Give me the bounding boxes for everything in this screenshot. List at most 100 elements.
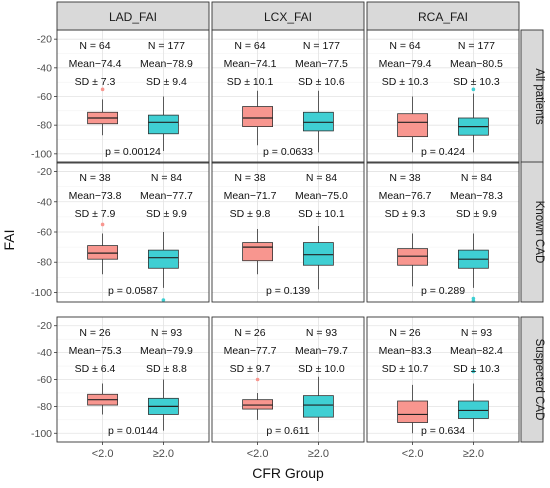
box-iqr bbox=[242, 106, 274, 127]
y-tick-label: -40 bbox=[37, 347, 52, 359]
annotation-mean: Mean−80.5 bbox=[450, 58, 503, 70]
annotation-mean: Mean−71.7 bbox=[224, 190, 277, 202]
annotation-sd: SD ± 9.4 bbox=[146, 76, 187, 88]
column-strip-label: LAD_FAI bbox=[109, 10, 157, 24]
x-tick-label: ≥2.0 bbox=[463, 448, 484, 460]
outlier-point bbox=[471, 296, 476, 301]
annotation-sd: SD ± 8.8 bbox=[146, 363, 187, 375]
p-value-label: p = 0.0144 bbox=[108, 425, 158, 437]
annotation-sd: SD ± 7.9 bbox=[75, 208, 116, 220]
p-value-label: p = 0.0587 bbox=[108, 285, 158, 297]
annotation-sd: SD ± 10.3 bbox=[453, 363, 500, 375]
annotation-sd: SD ± 10.1 bbox=[227, 76, 274, 88]
y-axis-title: FAI bbox=[1, 229, 17, 250]
annotation-mean: Mean−79.7 bbox=[295, 345, 348, 357]
p-value-label: p = 0.289 bbox=[421, 285, 465, 297]
annotation-mean: Mean−74.1 bbox=[224, 58, 277, 70]
annotation-mean: Mean−75.3 bbox=[69, 345, 122, 357]
y-tick-label: -100 bbox=[31, 148, 52, 160]
annotation-n: N = 38 bbox=[234, 172, 265, 184]
outlier-point bbox=[255, 377, 260, 382]
annotation-sd: SD ± 10.1 bbox=[298, 208, 345, 220]
annotation-n: N = 177 bbox=[458, 40, 495, 52]
p-value-label: p = 0.424 bbox=[421, 146, 465, 158]
annotation-mean: Mean−74.4 bbox=[69, 58, 122, 70]
annotation-mean: Mean−82.4 bbox=[450, 345, 503, 357]
annotation-sd: SD ± 7.3 bbox=[75, 76, 116, 88]
annotation-n: N = 177 bbox=[148, 40, 185, 52]
outlier-point bbox=[100, 87, 105, 92]
box-iqr bbox=[302, 111, 334, 132]
column-strip bbox=[366, 1, 520, 31]
annotation-n: N = 64 bbox=[234, 40, 265, 52]
annotation-sd: SD ± 10.3 bbox=[453, 76, 500, 88]
annotation-n: N = 93 bbox=[461, 327, 492, 339]
box-iqr bbox=[87, 245, 118, 260]
annotation-sd: SD ± 9.8 bbox=[230, 208, 271, 220]
annotation-n: N = 64 bbox=[79, 40, 110, 52]
annotation-sd: SD ± 9.7 bbox=[230, 363, 271, 375]
annotation-n: N = 26 bbox=[389, 327, 420, 339]
annotation-mean: Mean−75.0 bbox=[295, 190, 348, 202]
y-tick-label: -80 bbox=[37, 257, 52, 269]
outlier-point bbox=[471, 87, 476, 92]
p-value-label: p = 0.00124 bbox=[105, 146, 161, 158]
outlier-point bbox=[161, 298, 166, 302]
y-tick-label: -100 bbox=[31, 428, 52, 440]
annotation-mean: Mean−78.9 bbox=[140, 58, 193, 70]
box-iqr bbox=[302, 395, 334, 418]
annotation-n: N = 64 bbox=[389, 40, 420, 52]
annotation-n: N = 177 bbox=[303, 40, 340, 52]
x-tick-label: <2.0 bbox=[247, 448, 269, 460]
x-tick-label: <2.0 bbox=[402, 448, 424, 460]
y-tick-label: -40 bbox=[37, 196, 52, 208]
annotation-mean: Mean−76.7 bbox=[379, 190, 432, 202]
y-tick-label: -40 bbox=[37, 62, 52, 74]
annotation-sd: SD ± 10.7 bbox=[382, 363, 429, 375]
y-tick-label: -20 bbox=[37, 320, 52, 332]
annotation-n: N = 84 bbox=[306, 172, 337, 184]
outlier-point bbox=[100, 222, 105, 227]
annotation-n: N = 84 bbox=[151, 172, 182, 184]
panel-frame bbox=[366, 161, 520, 303]
y-tick-label: -60 bbox=[37, 91, 52, 103]
p-value-label: p = 0.634 bbox=[421, 425, 465, 437]
annotation-mean: Mean−73.8 bbox=[69, 190, 122, 202]
y-tick-label: -60 bbox=[37, 374, 52, 386]
x-tick-label: ≥2.0 bbox=[153, 448, 174, 460]
panel-frame bbox=[211, 316, 365, 443]
box-iqr bbox=[397, 400, 429, 423]
annotation-n: N = 93 bbox=[151, 327, 182, 339]
outlier-point bbox=[471, 369, 476, 374]
box-iqr bbox=[242, 399, 274, 410]
annotation-sd: SD ± 10.3 bbox=[382, 76, 429, 88]
box-iqr bbox=[397, 248, 429, 266]
y-tick-label: -80 bbox=[37, 401, 52, 413]
annotation-mean: Mean−78.3 bbox=[450, 190, 503, 202]
x-axis-title: CFR Group bbox=[252, 465, 324, 481]
p-value-label: p = 0.611 bbox=[266, 425, 309, 437]
annotation-n: N = 38 bbox=[389, 172, 420, 184]
row-strip-label: All patients bbox=[533, 68, 545, 125]
box-iqr bbox=[302, 242, 334, 266]
annotation-sd: SD ± 10.6 bbox=[298, 76, 345, 88]
annotation-mean: Mean−79.9 bbox=[140, 345, 193, 357]
annotation-sd: SD ± 9.9 bbox=[146, 208, 187, 220]
annotation-n: N = 26 bbox=[79, 327, 110, 339]
box-iqr bbox=[242, 242, 274, 262]
annotation-sd: SD ± 10.0 bbox=[298, 363, 345, 375]
annotation-mean: Mean−77.5 bbox=[295, 58, 348, 70]
annotation-n: N = 93 bbox=[306, 327, 337, 339]
annotation-mean: Mean−77.7 bbox=[140, 190, 193, 202]
y-tick-label: -60 bbox=[37, 227, 52, 239]
annotation-sd: SD ± 6.4 bbox=[75, 363, 116, 375]
p-value-label: p = 0.139 bbox=[266, 285, 310, 297]
y-tick-label: -80 bbox=[37, 120, 52, 132]
y-tick-label: -20 bbox=[37, 166, 52, 178]
row-strip-label: Known CAD bbox=[533, 201, 545, 264]
box-iqr bbox=[147, 114, 179, 135]
column-strip-label: RCA_FAI bbox=[418, 10, 468, 24]
box-iqr bbox=[147, 249, 179, 269]
